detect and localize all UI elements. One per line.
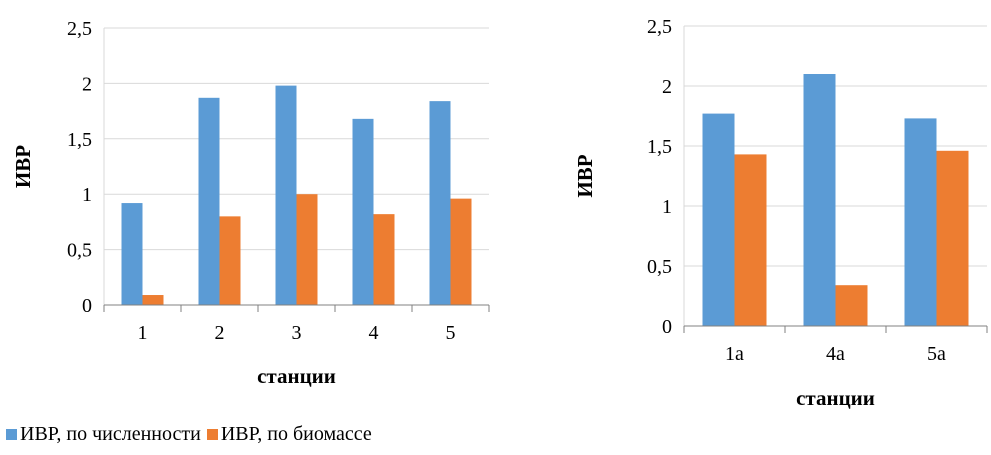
y-tick-label: 1,5 <box>67 129 92 151</box>
x-axis-title: станции <box>257 364 336 388</box>
bar-biomass <box>936 150 969 326</box>
x-tick-label: 5 <box>446 322 456 344</box>
bar-biomass <box>296 194 318 305</box>
y-tick-label: 1,5 <box>647 136 672 158</box>
bar-abundance <box>904 118 937 327</box>
charts-canvas: 0 0,5 1 1,5 2 2,5 1 2 3 4 5 станции ИВР 0 0,5 1 1,5 2 2,5 1… <box>11 16 988 410</box>
y-tick-label: 0 <box>82 295 92 317</box>
bar-biomass <box>734 154 767 326</box>
y-tick-label: 2 <box>662 76 672 98</box>
bar-abundance <box>702 113 735 326</box>
chart-1: 0 0,5 1 1,5 2 2,5 1 2 3 4 5 станции ИВР <box>11 18 490 388</box>
y-tick-label: 2,5 <box>647 16 672 38</box>
y-axis-title: ИВР <box>11 145 35 188</box>
bar-abundance <box>352 118 374 305</box>
y-tick-label: 0,5 <box>647 256 672 278</box>
legend-swatch-abundance <box>6 429 17 440</box>
x-tick-label: 3 <box>292 322 302 344</box>
y-tick-label: 0,5 <box>67 240 92 262</box>
y-tick-label: 2,5 <box>67 18 92 40</box>
bar-biomass <box>142 295 164 305</box>
legend-item-biomass: ИВР, по биомассе <box>206 423 372 446</box>
x-tick-label: 2 <box>215 322 225 344</box>
chart-legend: ИВР, по численности ИВР, по биомассе <box>6 423 378 446</box>
legend-label-abundance: ИВР, по численности <box>20 423 201 445</box>
x-tick-label: 5a <box>927 343 946 365</box>
legend-item-abundance: ИВР, по численности <box>6 423 201 446</box>
legend-swatch-biomass <box>206 429 218 440</box>
bar-abundance <box>275 85 297 305</box>
bar-biomass <box>835 285 868 326</box>
bar-biomass <box>450 198 472 305</box>
x-tick-label: 1a <box>725 343 744 365</box>
x-tick-label: 4 <box>369 322 379 344</box>
legend-label-biomass: ИВР, по биомассе <box>220 423 372 445</box>
x-axis-title: станции <box>796 386 875 410</box>
bar-biomass <box>373 214 395 305</box>
bar-abundance <box>803 74 836 326</box>
bar-abundance <box>198 97 220 305</box>
bar-biomass <box>219 216 241 305</box>
bar-abundance <box>121 203 143 305</box>
y-tick-label: 1 <box>662 196 672 218</box>
y-axis-title: ИВР <box>573 154 597 197</box>
chart-2: 0 0,5 1 1,5 2 2,5 1a 4a 5a станции ИВР <box>573 16 988 410</box>
x-tick-label: 1 <box>138 322 148 344</box>
x-tick-label: 4a <box>826 343 845 365</box>
y-tick-label: 0 <box>662 316 672 338</box>
y-tick-label: 2 <box>82 73 92 95</box>
bar-abundance <box>429 101 451 306</box>
y-tick-label: 1 <box>82 184 92 206</box>
